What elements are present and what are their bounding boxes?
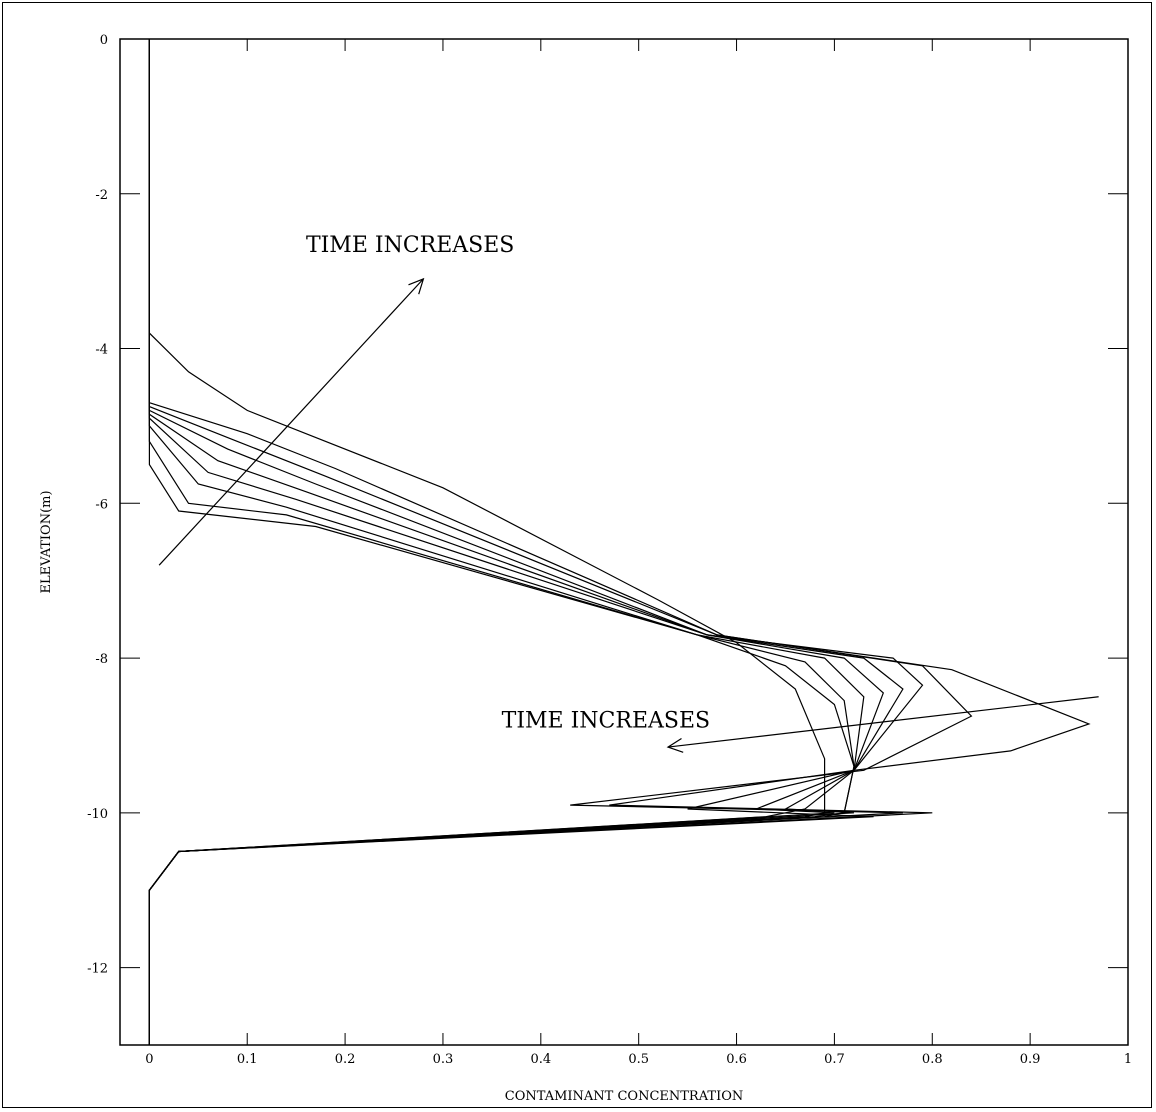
- ticks-layer: 0 0.1 0.2 0.3 0.4 0.5 0.6 0.7 0.8 0.9 1 0 -2 -4 -6 -8 -1…: [87, 33, 1132, 1067]
- x-tick-label: 0.6: [726, 1052, 747, 1067]
- series-line-6: [148, 39, 904, 1045]
- annotation-label-2: TIME INCREASES: [502, 709, 710, 734]
- annotation-arrow-2: [667, 696, 1099, 748]
- series-layer: [148, 39, 1091, 1045]
- annotation-arrow-1: [158, 278, 424, 566]
- y-tick-label: -10: [87, 807, 108, 822]
- y-tick-label: -6: [95, 497, 108, 512]
- x-tick-label: 0.5: [628, 1052, 649, 1067]
- series-line-9: [148, 39, 1091, 1045]
- y-tick-label: -4: [95, 343, 108, 358]
- x-tick-label: 0.2: [335, 1052, 356, 1067]
- plot-area-border: [119, 38, 1129, 1046]
- x-tick-label: 0.9: [1020, 1052, 1041, 1067]
- series-line-3: [148, 39, 855, 1045]
- y-tick-label: -12: [87, 962, 108, 977]
- x-tick-label: 0.8: [922, 1052, 943, 1067]
- y-tick-label: -2: [95, 188, 108, 203]
- x-tick-label: 0.1: [237, 1052, 258, 1067]
- series-line-8: [148, 39, 973, 1045]
- series-line-2: [148, 39, 855, 1045]
- y-axis-label: ELEVATION(m): [39, 490, 54, 593]
- series-line-7: [148, 39, 924, 1045]
- x-tick-label: 0.7: [824, 1052, 845, 1067]
- x-tick-label: 0.4: [530, 1052, 551, 1067]
- x-tick-label: 1: [1124, 1052, 1132, 1067]
- annotation-label-1: TIME INCREASES: [306, 233, 514, 258]
- x-tick-label: 0.3: [433, 1052, 454, 1067]
- y-tick-label: 0: [100, 33, 108, 48]
- x-axis-label: CONTAMINANT CONCENTRATION: [505, 1089, 743, 1104]
- annotations-layer: TIME INCREASES TIME INCREASES: [158, 233, 1099, 753]
- annotation-arrowhead-1: [408, 277, 425, 295]
- series-line-4: [148, 39, 865, 1045]
- y-tick-label: -8: [95, 652, 108, 667]
- x-tick-label: 0: [145, 1052, 153, 1067]
- series-line-5: [148, 39, 885, 1045]
- annotation-arrowhead-2: [666, 737, 684, 753]
